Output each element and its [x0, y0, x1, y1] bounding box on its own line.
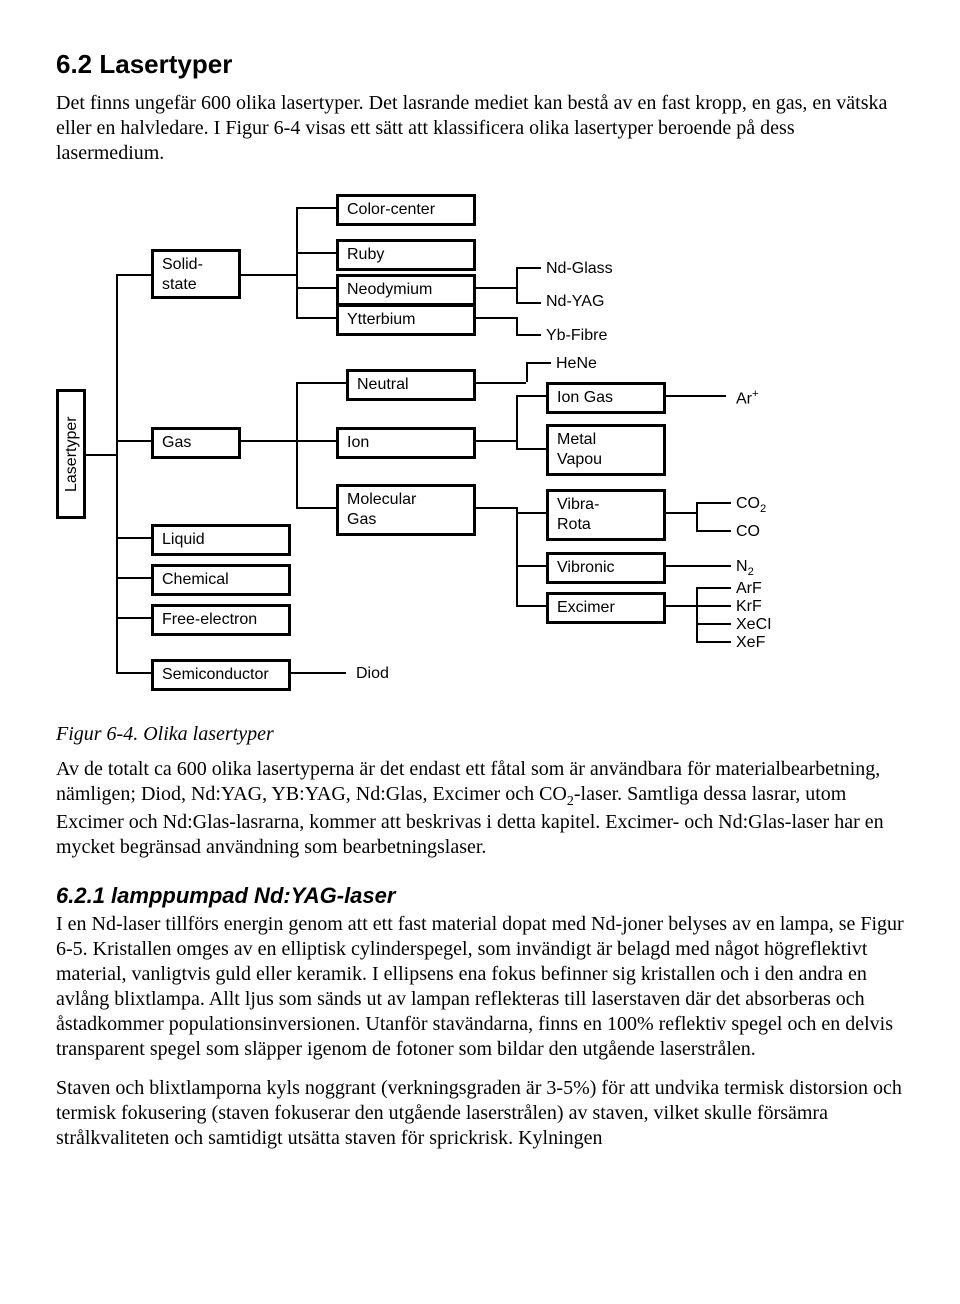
node-liquid: Liquid — [151, 524, 291, 556]
node-semiconductor: Semiconductor — [151, 659, 291, 691]
lbl-n2: N2 — [736, 557, 754, 579]
node-ion: Ion — [336, 427, 476, 459]
lbl-yb-fibre: Yb-Fibre — [546, 326, 607, 346]
laser-type-diagram: Lasertyper Solid- state Gas Liquid Chemi… — [56, 184, 896, 704]
node-chemical: Chemical — [151, 564, 291, 596]
node-molecular-gas: Molecular Gas — [336, 484, 476, 536]
node-diod: Diod — [356, 664, 389, 684]
node-vibra-rota: Vibra- Rota — [546, 489, 666, 541]
lbl-nd-yag: Nd-YAG — [546, 292, 604, 312]
lbl-ar-plus: Ar+ — [736, 387, 759, 409]
node-color-center: Color-center — [336, 194, 476, 226]
lbl-xeci: XeCI — [736, 615, 772, 635]
lbl-arf: ArF — [736, 579, 762, 599]
lbl-hene: HeNe — [556, 354, 597, 374]
intro-paragraph: Det finns ungefär 600 olika lasertyper. … — [56, 91, 904, 166]
node-excimer: Excimer — [546, 592, 666, 624]
paragraph-2: I en Nd-laser tillförs energin genom att… — [56, 912, 904, 1062]
lbl-nd-glass: Nd-Glass — [546, 259, 613, 279]
figure-caption: Figur 6-4. Olika lasertyper — [56, 722, 904, 747]
lbl-krf: KrF — [736, 597, 762, 617]
paragraph-3: Staven och blixtlamporna kyls noggrant (… — [56, 1076, 904, 1151]
node-neodymium: Neodymium — [336, 274, 476, 306]
lbl-xef: XeF — [736, 633, 765, 653]
node-ytterbium: Ytterbium — [336, 304, 476, 336]
subsection-heading: 6.2.1 lamppumpad Nd:YAG-laser — [56, 882, 904, 910]
node-solid-state: Solid- state — [151, 249, 241, 299]
node-free-electron: Free-electron — [151, 604, 291, 636]
node-vibronic: Vibronic — [546, 552, 666, 584]
node-gas: Gas — [151, 427, 241, 459]
node-metal-vapour: Metal Vapou — [546, 424, 666, 476]
node-ruby: Ruby — [336, 239, 476, 271]
node-lasertyper: Lasertyper — [56, 389, 86, 519]
section-heading: 6.2 Lasertyper — [56, 48, 904, 81]
paragraph-1: Av de totalt ca 600 olika lasertyperna ä… — [56, 757, 904, 861]
node-ion-gas: Ion Gas — [546, 382, 666, 414]
lbl-co: CO — [736, 522, 760, 542]
node-neutral: Neutral — [346, 369, 476, 401]
lbl-co2: CO2 — [736, 494, 766, 516]
